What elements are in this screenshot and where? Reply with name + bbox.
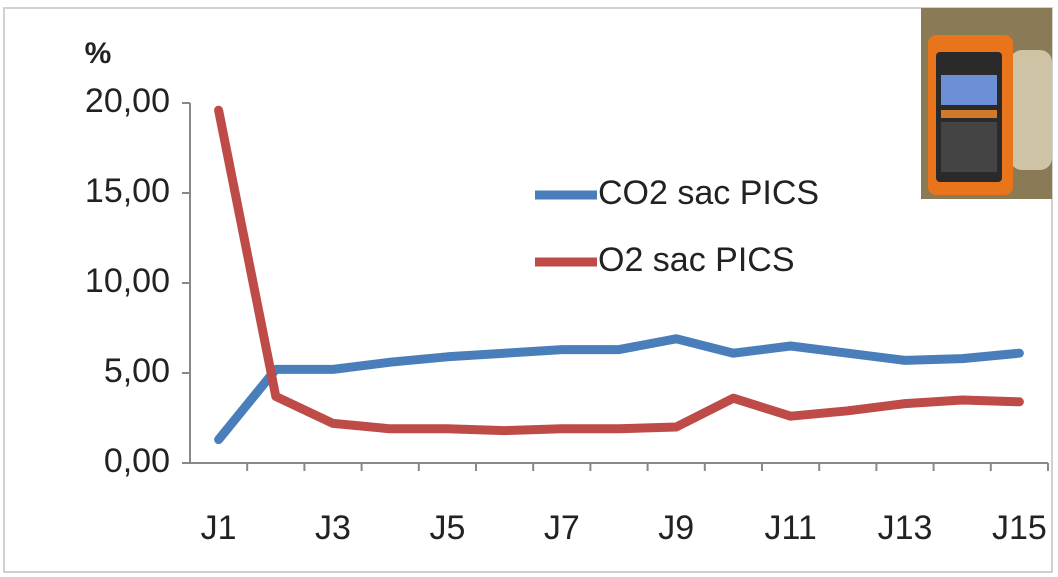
- y-tick-label: 15,00: [85, 172, 170, 210]
- x-tick-label: J9: [658, 509, 694, 547]
- x-tick-label: J3: [315, 509, 351, 547]
- x-tick-label: J1: [201, 509, 237, 547]
- chart: % 0,00 5,00 10,00 15,00 20,00 J1 J3 J5 J7 J9 J11 J1…: [0, 0, 1058, 577]
- y-tick-label: 5,00: [104, 352, 170, 390]
- x-tick-label: J13: [878, 509, 933, 547]
- x-tick-label: J5: [429, 509, 465, 547]
- x-tick-label: J15: [992, 509, 1047, 547]
- legend-label: O2 sac PICS: [598, 241, 795, 279]
- x-tick-label: J11: [764, 509, 816, 547]
- y-tick-label: 0,00: [104, 442, 170, 480]
- x-tick-label: J7: [544, 509, 580, 547]
- page: % 0,00 5,00 10,00 15,00 20,00 J1 J3 J5 J7 J9 J11 J1…: [0, 0, 1058, 577]
- y-tick-label: 20,00: [85, 82, 170, 120]
- photo: [921, 8, 1052, 199]
- y-tick-label: 10,00: [85, 262, 170, 300]
- legend-label: CO2 sac PICS: [598, 174, 819, 212]
- y-axis-label: %: [85, 37, 112, 70]
